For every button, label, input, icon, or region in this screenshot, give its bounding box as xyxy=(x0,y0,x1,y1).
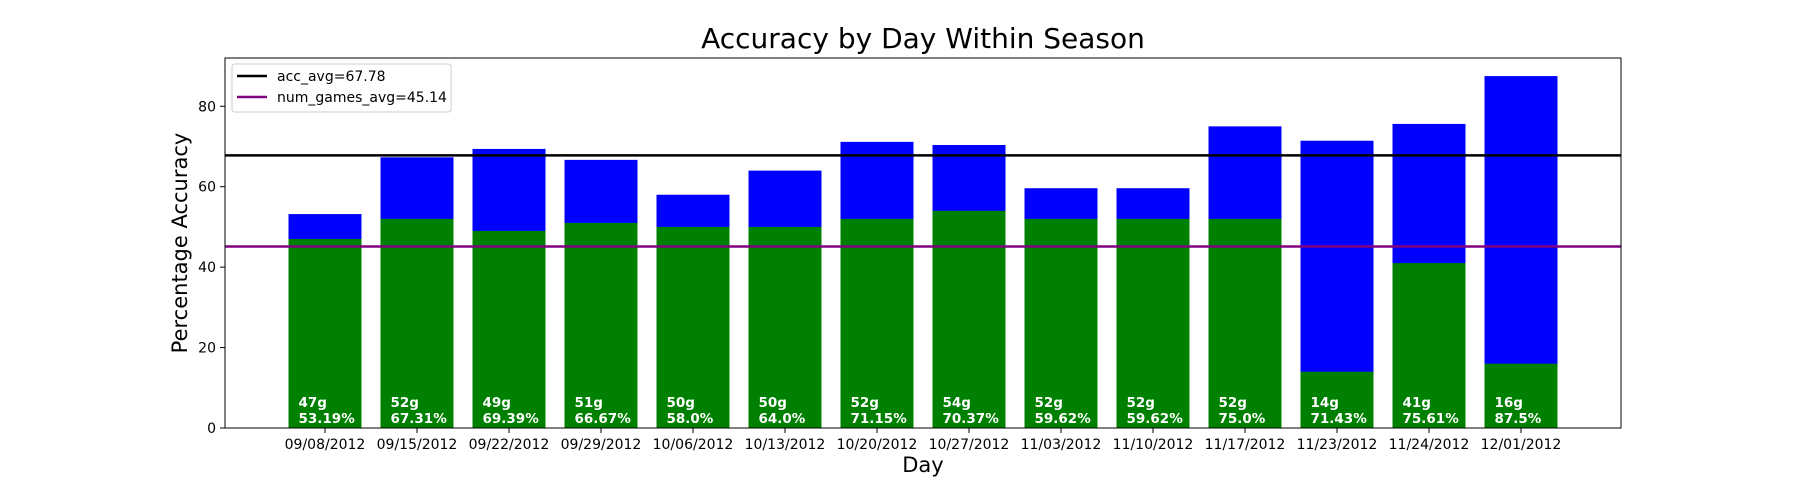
bar-correct-games xyxy=(1208,218,1282,428)
bar-label-accuracy: 71.43% xyxy=(1311,411,1368,427)
bar-label-accuracy: 58.0% xyxy=(667,411,714,427)
x-tick-label: 11/10/2012 xyxy=(1113,437,1194,453)
x-axis-label: Day xyxy=(902,453,943,477)
bar-label-accuracy: 53.19% xyxy=(299,411,356,427)
bar-label-games: 51g xyxy=(575,395,603,411)
bar-label-games: 52g xyxy=(851,395,879,411)
bar-label-accuracy: 59.62% xyxy=(1035,411,1092,427)
x-tick-label: 10/06/2012 xyxy=(653,437,734,453)
bar-labels-layer: 47g53.19%52g67.31%49g69.39%51g66.67%50g5… xyxy=(299,395,1542,427)
bar-label-games: 52g xyxy=(1035,395,1063,411)
y-tick-label: 0 xyxy=(207,421,216,437)
plot-area-frame xyxy=(224,57,1622,429)
bar-label-games: 52g xyxy=(1219,395,1247,411)
x-tick-label: 10/20/2012 xyxy=(837,437,918,453)
x-tick-label: 10/13/2012 xyxy=(745,437,826,453)
bar-label-games: 50g xyxy=(759,395,787,411)
legend-entry-label: num_games_avg=45.14 xyxy=(277,90,447,106)
bar-label-games: 47g xyxy=(299,395,327,411)
bar-label-accuracy: 59.62% xyxy=(1127,411,1184,427)
y-tick-label: 60 xyxy=(198,180,216,196)
bar-correct-games xyxy=(840,218,914,428)
x-tick-label: 12/01/2012 xyxy=(1481,437,1562,453)
bar-correct-games xyxy=(656,226,730,428)
bar-label-accuracy: 69.39% xyxy=(483,411,540,427)
bars-layer xyxy=(288,76,1558,428)
x-tick-label: 11/24/2012 xyxy=(1389,437,1470,453)
bar-correct-games xyxy=(1300,371,1374,428)
bar-label-accuracy: 71.15% xyxy=(851,411,908,427)
bar-correct-games xyxy=(1392,263,1466,428)
x-tick-label: 09/29/2012 xyxy=(561,437,642,453)
bar-correct-games xyxy=(1024,218,1098,428)
y-tick-label: 20 xyxy=(198,341,216,357)
bar-label-games: 52g xyxy=(1127,395,1155,411)
bar-correct-games xyxy=(380,218,454,428)
y-tick-label: 80 xyxy=(198,99,216,115)
x-tick-label: 11/17/2012 xyxy=(1205,437,1286,453)
bar-label-games: 16g xyxy=(1495,395,1523,411)
bar-label-accuracy: 75.61% xyxy=(1403,411,1460,427)
y-tick-label: 40 xyxy=(198,260,216,276)
bar-correct-games xyxy=(472,230,546,428)
legend-entry-label: acc_avg=67.78 xyxy=(277,69,386,85)
x-tick-label: 11/03/2012 xyxy=(1021,437,1102,453)
x-axis: 09/08/2012 09/15/2012 09/22/2012 09/29/2012… xyxy=(285,428,1562,453)
legend: acc_avg=67.78 num_games_avg=45.14 xyxy=(231,63,452,113)
chart-title: Accuracy by Day Within Season xyxy=(701,22,1145,55)
bar-label-accuracy: 64.0% xyxy=(759,411,806,427)
x-tick-label: 09/22/2012 xyxy=(469,437,550,453)
x-tick-label: 10/27/2012 xyxy=(929,437,1010,453)
bar-label-games: 41g xyxy=(1403,395,1431,411)
bar-label-games: 14g xyxy=(1311,395,1339,411)
bar-label-games: 52g xyxy=(391,395,419,411)
bar-correct-games xyxy=(288,238,362,428)
legend-box xyxy=(231,63,452,113)
bar-correct-games xyxy=(564,222,638,428)
y-axis-label: Percentage Accuracy xyxy=(168,133,192,354)
bar-correct-games xyxy=(1484,363,1558,428)
bar-label-games: 54g xyxy=(943,395,971,411)
bar-label-games: 49g xyxy=(483,395,511,411)
x-tick-label: 11/23/2012 xyxy=(1297,437,1378,453)
x-tick-label: 09/08/2012 xyxy=(285,437,366,453)
bar-label-games: 50g xyxy=(667,395,695,411)
bar-label-accuracy: 66.67% xyxy=(575,411,632,427)
reference-lines-layer xyxy=(225,154,1621,248)
bar-label-accuracy: 87.5% xyxy=(1495,411,1542,427)
y-axis: 0 20 40 60 80 xyxy=(198,99,225,437)
bar-correct-games xyxy=(1116,218,1190,428)
bar-label-accuracy: 75.0% xyxy=(1219,411,1266,427)
bar-correct-games xyxy=(748,226,822,428)
x-tick-label: 09/15/2012 xyxy=(377,437,458,453)
bar-label-accuracy: 70.37% xyxy=(943,411,1000,427)
bar-label-accuracy: 67.31% xyxy=(391,411,448,427)
